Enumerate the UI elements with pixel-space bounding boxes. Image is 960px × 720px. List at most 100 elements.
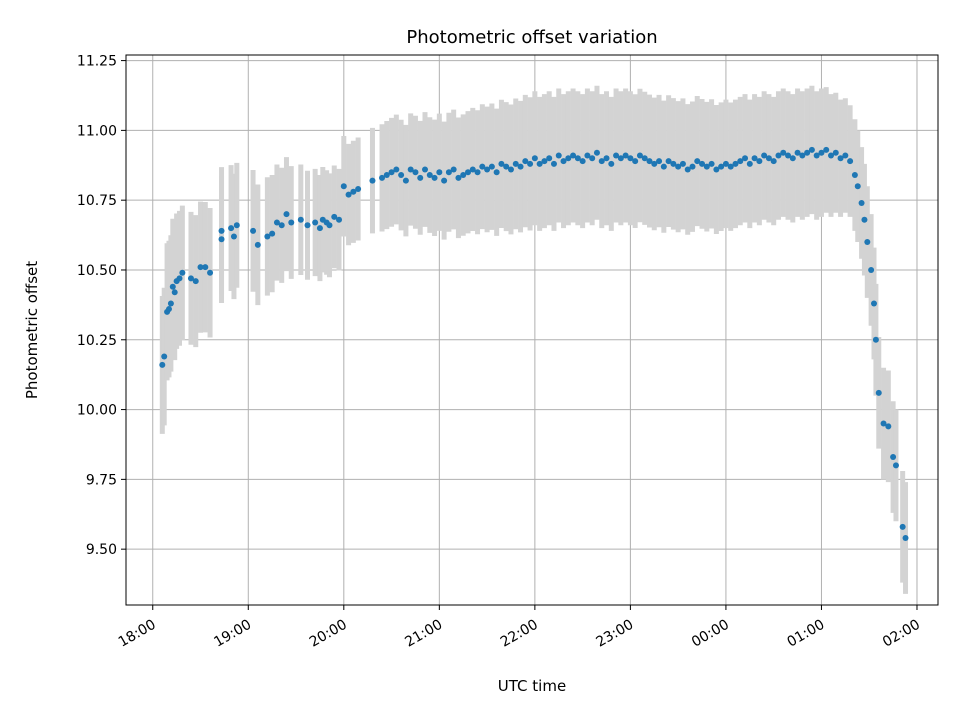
data-point <box>699 160 706 167</box>
data-point <box>507 166 514 173</box>
data-point <box>872 336 879 343</box>
data-point <box>269 230 276 237</box>
data-point <box>316 225 323 232</box>
data-point <box>670 160 677 167</box>
data-point <box>312 219 319 226</box>
data-point <box>522 158 529 165</box>
data-point <box>794 149 801 156</box>
data-point <box>484 166 491 173</box>
data-point <box>171 289 178 296</box>
data-point <box>890 454 897 461</box>
data-point <box>469 166 476 173</box>
data-point <box>737 158 744 165</box>
data-point <box>842 152 849 159</box>
data-point <box>197 264 204 271</box>
data-point <box>167 300 174 307</box>
data-point <box>398 172 405 179</box>
data-point <box>603 155 610 162</box>
data-point <box>326 222 333 229</box>
data-point <box>436 169 443 176</box>
data-point <box>864 239 871 246</box>
data-point <box>407 166 414 173</box>
data-point <box>832 149 839 156</box>
data-point <box>646 158 653 165</box>
data-point <box>837 155 844 162</box>
data-point <box>613 152 620 159</box>
data-point <box>388 169 395 176</box>
data-point <box>799 152 806 159</box>
data-point <box>417 174 424 181</box>
data-point <box>426 172 433 179</box>
data-point <box>479 163 486 170</box>
x-axis-title: UTC time <box>498 677 566 695</box>
data-point <box>593 149 600 156</box>
data-point <box>383 172 390 179</box>
data-point <box>233 222 240 229</box>
data-point <box>304 222 311 229</box>
data-point <box>861 216 868 223</box>
data-point <box>546 155 553 162</box>
data-point <box>331 213 338 220</box>
data-point <box>379 174 386 181</box>
data-point <box>336 216 343 223</box>
data-point <box>350 188 357 195</box>
data-point <box>169 283 176 290</box>
data-point <box>369 177 376 184</box>
data-point <box>656 158 663 165</box>
data-point <box>474 169 481 176</box>
data-point <box>732 160 739 167</box>
data-point <box>159 361 166 368</box>
data-point <box>531 155 538 162</box>
data-point <box>250 227 257 234</box>
data-point <box>780 149 787 156</box>
data-point <box>641 155 648 162</box>
data-point <box>608 160 615 167</box>
data-point <box>297 216 304 223</box>
data-point <box>412 169 419 176</box>
data-point <box>727 163 734 170</box>
data-point <box>770 158 777 165</box>
data-point <box>854 183 861 190</box>
plot-frame <box>125 54 939 606</box>
data-point <box>665 158 672 165</box>
data-point <box>885 423 892 430</box>
data-point <box>460 172 467 179</box>
data-point <box>651 160 658 167</box>
data-point <box>464 169 471 176</box>
data-point <box>574 155 581 162</box>
data-point <box>254 241 261 248</box>
data-point <box>742 155 749 162</box>
data-point <box>570 152 577 159</box>
data-point <box>684 166 691 173</box>
data-point <box>756 158 763 165</box>
data-point <box>445 169 452 176</box>
data-point <box>176 275 183 282</box>
data-point <box>899 523 906 530</box>
data-point <box>746 160 753 167</box>
data-point <box>207 269 214 276</box>
data-point <box>273 219 280 226</box>
data-point <box>393 166 400 173</box>
data-point <box>785 152 792 159</box>
data-point <box>828 152 835 159</box>
data-point <box>455 174 462 181</box>
data-point <box>627 155 634 162</box>
data-point <box>230 233 237 240</box>
data-point <box>808 146 815 153</box>
data-point <box>902 534 909 541</box>
data-point <box>892 462 899 469</box>
data-point <box>722 160 729 167</box>
data-point <box>636 152 643 159</box>
data-point <box>565 155 572 162</box>
data-point <box>431 174 438 181</box>
data-point <box>441 177 448 184</box>
data-point <box>541 158 548 165</box>
data-point <box>512 160 519 167</box>
data-point <box>579 158 586 165</box>
data-point <box>868 266 875 273</box>
chart-title: Photometric offset variation <box>406 27 657 48</box>
data-point <box>555 152 562 159</box>
y-tick-label: 11.00 <box>77 123 117 139</box>
data-point <box>517 163 524 170</box>
